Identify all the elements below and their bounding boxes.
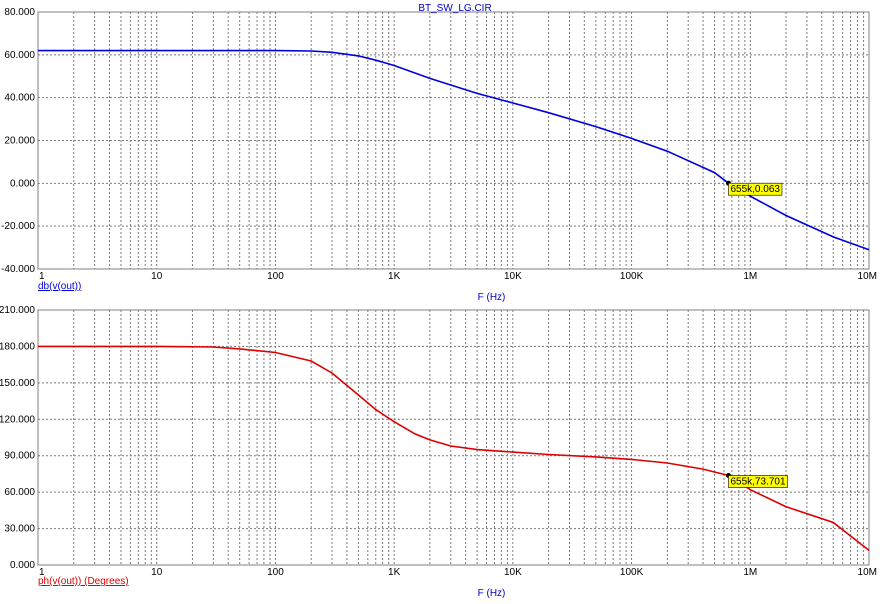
x-tick-label: 1 [39, 567, 45, 578]
x-tick-label: 10 [151, 567, 163, 578]
plot-frame [37, 11, 870, 270]
x-tick-label: 1K [388, 271, 401, 282]
x-tick-label: 100 [267, 271, 284, 282]
x-tick-label: 100K [620, 271, 644, 282]
x-tick-label: 100K [620, 567, 644, 578]
x-tick-label: 10 [151, 271, 163, 282]
y-tick-label: 40.000 [4, 93, 35, 104]
series-label: ph(v(out)) (Degrees) [38, 576, 129, 587]
x-tick-label: 1 [39, 271, 45, 282]
y-tick-label: 60.000 [4, 487, 35, 498]
x-tick-label: 1K [388, 567, 401, 578]
cursor-value-label: 655k,73.701 [730, 477, 785, 488]
x-tick-label: 10M [858, 271, 877, 282]
y-tick-label: -20.000 [1, 221, 35, 232]
x-axis-label: F (Hz) [478, 292, 506, 303]
series-label: db(v(out)) [38, 281, 81, 292]
x-tick-label: 10K [504, 271, 522, 282]
y-tick-label: 80.000 [4, 7, 35, 18]
y-tick-label: 150.000 [0, 378, 35, 389]
plot-frame [37, 309, 870, 566]
phase-panel: 0.000 30.000 60.000 90.000 120.000 150.000 180… [0, 305, 877, 599]
series-line [38, 345, 870, 552]
x-tick-label: 1M [743, 567, 757, 578]
y-tick-label: 210.000 [0, 305, 35, 316]
cursor-tag: 655k,0.063 [728, 182, 783, 196]
x-tick-label: 10K [504, 567, 522, 578]
y-tick-label: 0.000 [10, 178, 35, 189]
x-tick-label: 100 [267, 567, 284, 578]
x-tick-label: 10M [858, 567, 877, 578]
cursor-tag: 655k,73.701 [728, 475, 788, 488]
y-tick-label: 180.000 [0, 341, 35, 352]
y-tick-label: 0.000 [10, 560, 35, 571]
y-tick-label: 120.000 [0, 414, 35, 425]
cursor-label-box [728, 182, 783, 196]
x-tick-label: 1M [743, 271, 757, 282]
y-tick-label: 20.000 [4, 136, 35, 147]
chart-title: BT_SW_LG.CIR [418, 3, 491, 14]
magnitude-panel: -40.000 -20.000 0.000 20.000 40.000 60.000 80.… [1, 7, 877, 303]
cursor-label-box [728, 475, 788, 488]
cursor-value-label: 655k,0.063 [730, 184, 780, 195]
x-axis-label: F (Hz) [478, 588, 506, 599]
series-line [38, 49, 870, 251]
y-tick-label: 90.000 [4, 451, 35, 462]
y-tick-label: 60.000 [4, 50, 35, 61]
y-tick-label: -40.000 [1, 264, 35, 275]
y-tick-label: 30.000 [4, 524, 35, 535]
